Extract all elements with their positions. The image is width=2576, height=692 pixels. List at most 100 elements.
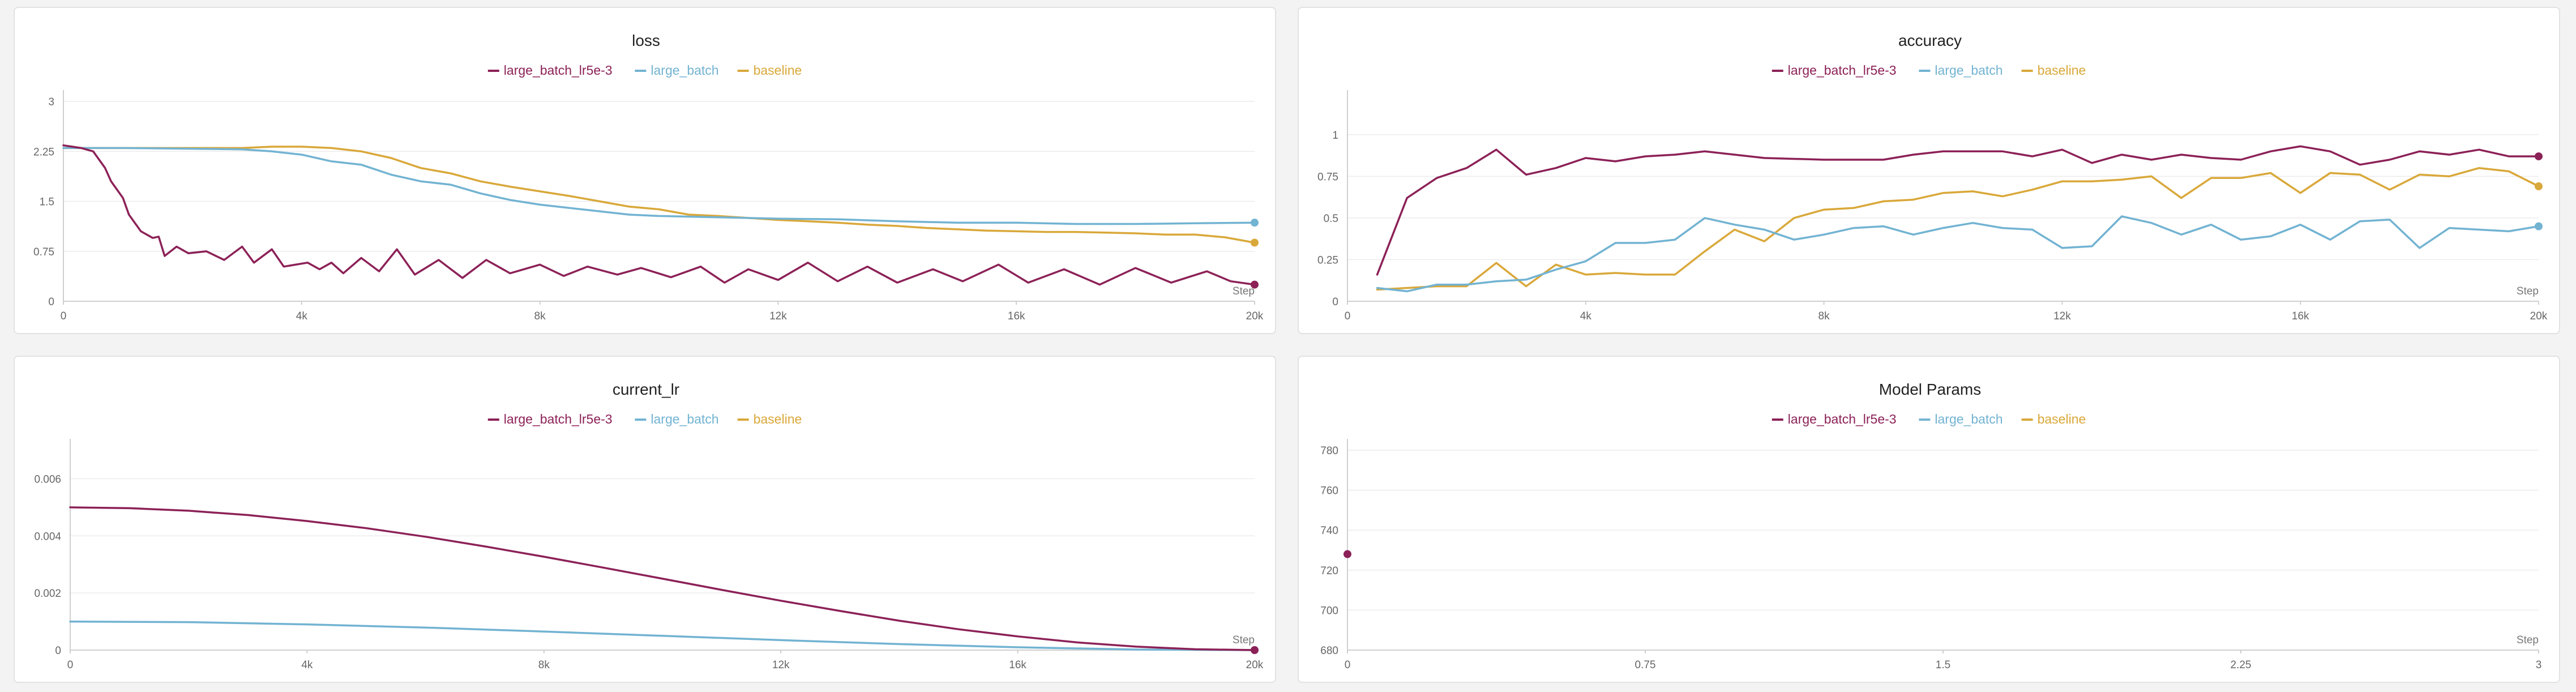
- y-tick-label: 740: [1320, 525, 1338, 537]
- x-tick-label: 0: [61, 310, 67, 322]
- legend-item-large-batch[interactable]: large_batch: [635, 63, 719, 78]
- y-tick-label: 700: [1320, 605, 1338, 617]
- chart-title: loss: [632, 32, 660, 49]
- x-tick-label: 0: [1345, 659, 1351, 671]
- series-line-large-batch-lr5e-3[interactable]: [69, 506, 1256, 651]
- legend-label: large_batch: [651, 412, 718, 426]
- y-tick-label: 0.25: [1317, 254, 1338, 266]
- x-tick-label: 20k: [1246, 659, 1264, 671]
- y-tick-label: 0: [48, 296, 54, 308]
- x-tick-label: 8k: [538, 659, 550, 671]
- series-endpoint-large-batch[interactable]: [1251, 219, 1259, 227]
- legend-label: baseline: [2038, 63, 2086, 78]
- y-tick-label: 0.004: [34, 531, 61, 543]
- y-tick-label: 720: [1320, 565, 1338, 577]
- legend: large_batch_lr5e-3 large_batch baseline: [1771, 63, 2086, 78]
- series-endpoint-baseline[interactable]: [2535, 182, 2543, 191]
- series-endpoint-large-batch-lr5e-3[interactable]: [2535, 152, 2543, 161]
- legend: large_batch_lr5e-3 large_batch baseline: [487, 63, 802, 78]
- legend-label: baseline: [2038, 412, 2086, 426]
- x-axis-label: Step: [1233, 285, 1255, 297]
- legend-item-large-batch[interactable]: large_batch: [635, 412, 719, 426]
- x-tick-label: 20k: [1246, 310, 1264, 322]
- series-endpoint-large-batch-lr5e-3[interactable]: [1251, 646, 1259, 654]
- legend-label: large_batch_lr5e-3: [504, 63, 613, 78]
- legend: large_batch_lr5e-3 large_batch baseline: [487, 412, 802, 426]
- legend-label: large_batch_lr5e-3: [504, 412, 613, 426]
- y-tick-label: 0: [1332, 296, 1338, 308]
- y-tick-label: 680: [1320, 645, 1338, 657]
- y-tick-label: 0.5: [1324, 213, 1338, 225]
- chart-title: current_lr: [613, 381, 679, 398]
- legend-label: baseline: [754, 63, 802, 78]
- legend-item-large-batch[interactable]: large_batch: [1919, 63, 2003, 78]
- x-tick-label: 4k: [301, 659, 313, 671]
- series-endpoint-large-batch[interactable]: [2535, 222, 2543, 230]
- legend-item-large-batch[interactable]: large_batch: [1919, 412, 2003, 426]
- accuracy-chart-panel: accuracy large_batch_lr5e-3 large_batch bas…: [1298, 7, 2560, 334]
- series-line-large-batch[interactable]: [1376, 215, 2540, 293]
- model-params-chart-panel: Model Params large_batch_lr5e-3 large_batc…: [1298, 356, 2560, 683]
- x-tick-label: 3: [2536, 659, 2542, 671]
- x-tick-label: 20k: [2530, 310, 2548, 322]
- series-line-baseline[interactable]: [1376, 166, 2540, 291]
- x-tick-label: 0: [67, 659, 74, 671]
- x-tick-label: 0.75: [1635, 659, 1656, 671]
- legend: large_batch_lr5e-3 large_batch baseline: [1771, 412, 2086, 426]
- y-tick-label: 760: [1320, 485, 1338, 497]
- current-lr-chart-panel: current_lr large_batch_lr5e-3 large_batch b…: [14, 356, 1276, 683]
- y-tick-label: 2.25: [33, 146, 54, 158]
- legend-item-large-batch-lr5e-3[interactable]: large_batch_lr5e-3: [1771, 63, 1897, 78]
- series-line-baseline[interactable]: [62, 146, 1256, 244]
- loss-chart-panel: loss large_batch_lr5e-3 large_batch baselin…: [14, 7, 1276, 334]
- legend-item-baseline[interactable]: baseline: [737, 412, 802, 426]
- y-tick-label: 0.006: [34, 473, 61, 485]
- y-tick-label: 0: [55, 645, 61, 657]
- y-tick-label: 1.5: [40, 197, 54, 208]
- series-line-large-batch[interactable]: [69, 620, 1256, 651]
- series-endpoint-large-batch-lr5e-3[interactable]: [1343, 550, 1351, 558]
- series-line-large-batch[interactable]: [62, 147, 1256, 225]
- x-tick-label: 4k: [296, 310, 308, 322]
- y-tick-label: 3: [48, 96, 54, 108]
- x-tick-label: 4k: [1580, 310, 1592, 322]
- x-axis-label: Step: [2517, 634, 2539, 646]
- y-tick-label: 1: [1332, 130, 1338, 142]
- x-axis-label: Step: [2517, 285, 2539, 297]
- chart-title: Model Params: [1879, 381, 1982, 398]
- x-tick-label: 1.5: [1936, 659, 1950, 671]
- x-tick-label: 12k: [769, 310, 787, 322]
- y-tick-label: 0.75: [33, 246, 54, 258]
- series-line-large-batch-lr5e-3[interactable]: [1376, 145, 2540, 276]
- x-axis-label: Step: [1233, 634, 1255, 646]
- x-tick-label: 16k: [1008, 310, 1025, 322]
- chart-title: accuracy: [1898, 32, 1962, 49]
- x-tick-label: 16k: [2292, 310, 2309, 322]
- series-line-large-batch-lr5e-3[interactable]: [62, 144, 1256, 286]
- series-endpoint-large-batch-lr5e-3[interactable]: [1251, 280, 1259, 289]
- x-tick-label: 8k: [534, 310, 546, 322]
- legend-item-large-batch-lr5e-3[interactable]: large_batch_lr5e-3: [487, 412, 613, 426]
- legend-label: large_batch: [651, 63, 718, 78]
- x-tick-label: 8k: [1818, 310, 1830, 322]
- y-tick-label: 0.75: [1317, 171, 1338, 183]
- x-tick-label: 2.25: [2231, 659, 2252, 671]
- x-tick-label: 0: [1345, 310, 1351, 322]
- legend-label: baseline: [754, 412, 802, 426]
- legend-item-large-batch-lr5e-3[interactable]: large_batch_lr5e-3: [1771, 412, 1897, 426]
- legend-item-baseline[interactable]: baseline: [737, 63, 802, 78]
- legend-label: large_batch: [1935, 412, 2002, 426]
- loss-chart-svg: loss large_batch_lr5e-3 large_batch baselin…: [33, 32, 1264, 322]
- legend-label: large_batch: [1935, 63, 2002, 78]
- y-tick-label: 0.002: [34, 588, 61, 600]
- x-tick-label: 12k: [772, 659, 790, 671]
- y-tick-label: 780: [1320, 445, 1338, 457]
- legend-item-large-batch-lr5e-3[interactable]: large_batch_lr5e-3: [487, 63, 613, 78]
- series-endpoint-baseline[interactable]: [1251, 238, 1259, 247]
- legend-item-baseline[interactable]: baseline: [2021, 412, 2086, 426]
- legend-label: large_batch_lr5e-3: [1788, 412, 1897, 426]
- legend-item-baseline[interactable]: baseline: [2021, 63, 2086, 78]
